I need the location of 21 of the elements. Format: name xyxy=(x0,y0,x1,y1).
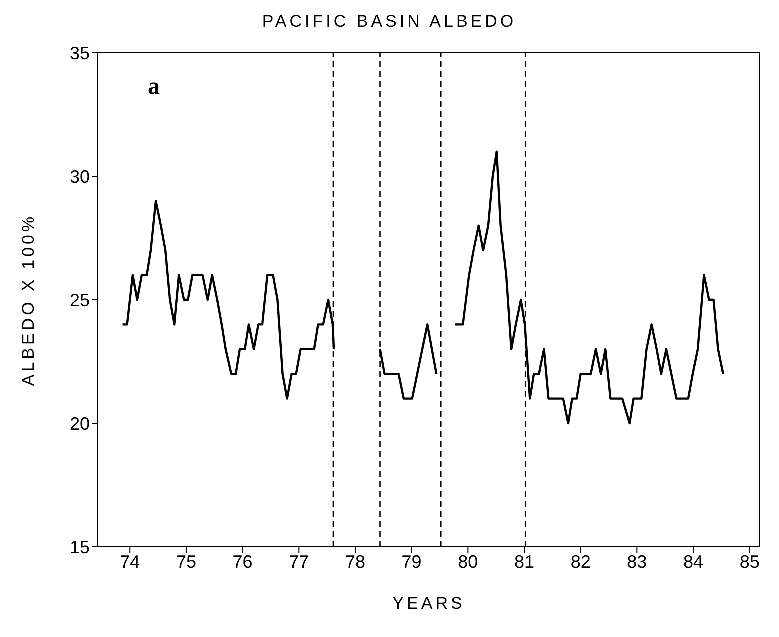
x-tick-label: 80 xyxy=(458,552,478,572)
x-tick-label: 84 xyxy=(684,552,704,572)
x-tick-label: 77 xyxy=(289,552,310,572)
y-tick-label: 35 xyxy=(70,43,90,64)
y-tick-label: 30 xyxy=(70,166,90,187)
y-axis-title: ALBEDO X 100% xyxy=(19,214,38,386)
x-tick-label: 83 xyxy=(627,552,648,572)
x-tick-label: 85 xyxy=(740,552,760,572)
x-tick-label: 78 xyxy=(345,552,366,572)
x-axis-title: YEARS xyxy=(392,594,466,613)
chart-title: PACIFIC BASIN ALBEDO xyxy=(261,11,518,33)
x-tick-label: 81 xyxy=(514,552,535,572)
y-tick-label: 25 xyxy=(70,290,90,310)
y-tick-label: 20 xyxy=(70,414,90,434)
y-tick-label: 15 xyxy=(70,537,90,558)
x-tick-label: 82 xyxy=(570,552,591,572)
x-tick-label: 76 xyxy=(232,552,253,572)
x-tick-label: 79 xyxy=(402,552,422,572)
x-tick-label: 75 xyxy=(176,552,196,572)
x-tick-label: 74 xyxy=(120,552,140,572)
annotation: a xyxy=(148,74,160,101)
